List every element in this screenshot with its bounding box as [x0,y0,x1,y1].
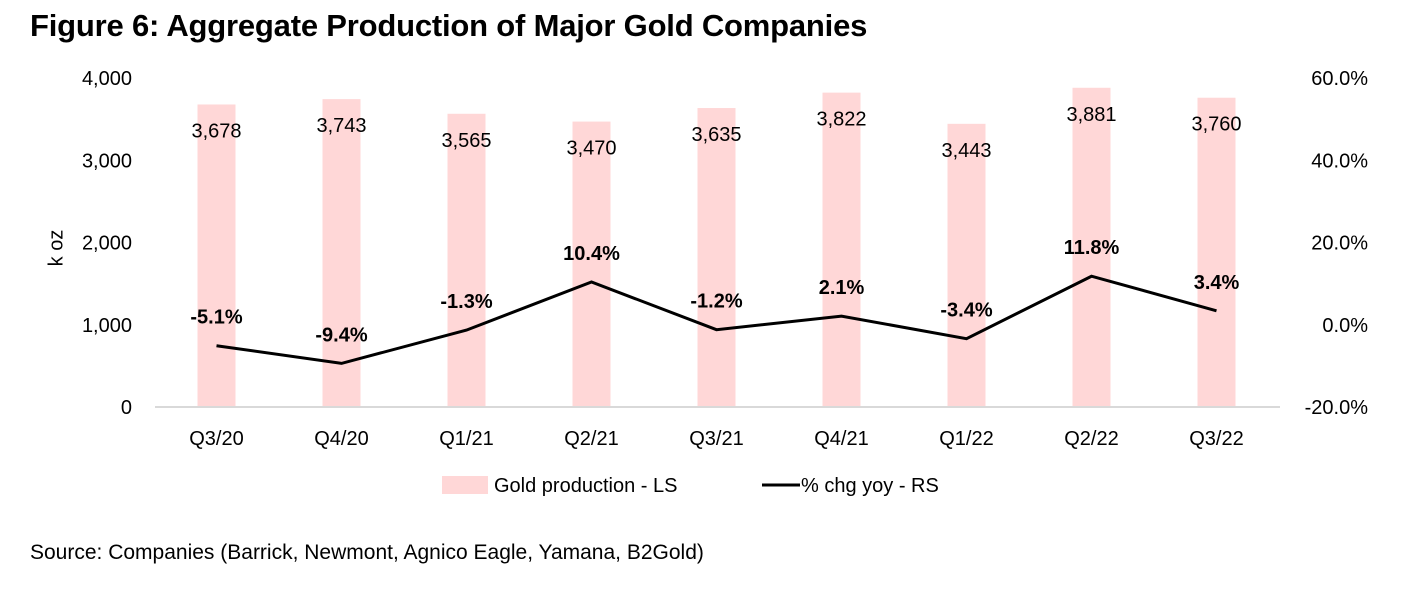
line-series-pct-chg [216,274,1217,365]
bar-data-label: 3,470 [566,138,616,160]
legend-label-pct-chg: % chg yoy - RS [801,475,939,497]
x-tick-label: Q3/22 [1189,428,1243,450]
y2-tick-label: -20.0% [1305,397,1369,419]
line-data-label: 11.8% [1064,237,1120,259]
bar-data-label: 3,565 [441,130,491,152]
x-tick-label: Q1/22 [939,428,993,450]
line-data-label: -5.1% [190,307,242,329]
y-tick-label: 1,000 [82,315,132,337]
bar-data-label: 3,760 [1191,114,1241,136]
y2-tick-label: 0.0% [1322,315,1368,337]
y2-tick-label: 20.0% [1311,233,1368,255]
bar-q1-22 [947,123,986,408]
bar-q3-21 [697,108,736,408]
bar-data-label: 3,678 [191,120,241,142]
source-note: Source: Companies (Barrick, Newmont, Agn… [30,541,704,564]
y-tick-label: 2,000 [82,233,132,255]
y2-tick-label: 40.0% [1311,150,1368,172]
bar-data-label: 3,443 [941,140,991,162]
bar-q3-22 [1197,97,1236,408]
x-axis-ticks: Q3/20 Q4/20 Q1/21 Q2/21 Q3/21 Q4/21 Q1/22 Q2/22… [189,428,1243,450]
bar-data-label: 3,822 [816,109,866,131]
line-pct-chg-yoy [216,274,1217,365]
x-tick-label: Q3/21 [689,428,743,450]
bar-q3-20 [197,104,236,407]
line-data-label: -1.2% [690,291,742,313]
bar-q1-21 [447,113,486,407]
legend: Gold production - LS % chg yoy - RS [442,475,939,497]
bar-q2-22 [1072,87,1111,407]
line-data-label: 10.4% [563,243,620,265]
x-tick-label: Q1/21 [439,428,493,450]
line-data-labels: -5.1% -9.4% -1.3% 10.4% -1.2% 2.1% -3.4% 11.8% 3… [190,237,1239,346]
legend-label-gold-production: Gold production - LS [494,475,677,497]
line-data-label: 3.4% [1194,272,1240,294]
y2-tick-label: 60.0% [1311,68,1368,90]
line-data-label: 2.1% [819,277,865,299]
bar-series-gold-production [197,87,1236,408]
bar-q4-21 [822,92,861,407]
y-axis-label: k oz [45,230,67,267]
bar-q4-20 [322,99,361,408]
x-tick-label: Q3/20 [189,428,243,450]
y-tick-label: 3,000 [82,150,132,172]
bar-q2-21 [572,121,611,407]
bar-data-label: 3,743 [316,115,366,137]
x-tick-label: Q2/22 [1064,428,1118,450]
bar-data-labels: 3,678 3,743 3,565 3,470 3,635 3,822 3,443 3,881… [191,104,1241,162]
line-data-label: -1.3% [440,291,492,313]
legend-swatch-gold-production [442,476,488,494]
left-y-axis-ticks: 0 1,000 2,000 3,000 4,000 [82,68,132,419]
bar-data-label: 3,635 [691,124,741,146]
x-tick-label: Q4/21 [814,428,868,450]
bar-data-label: 3,881 [1066,104,1116,126]
line-data-label: -9.4% [315,324,367,346]
line-data-label: -3.4% [940,300,992,322]
y-tick-label: 0 [121,397,132,419]
x-tick-label: Q2/21 [564,428,618,450]
y-tick-label: 4,000 [82,68,132,90]
x-tick-label: Q4/20 [314,428,368,450]
right-y-axis-ticks: -20.0% 0.0% 20.0% 40.0% 60.0% [1305,68,1369,419]
figure-title: Figure 6: Aggregate Production of Major … [30,8,868,43]
